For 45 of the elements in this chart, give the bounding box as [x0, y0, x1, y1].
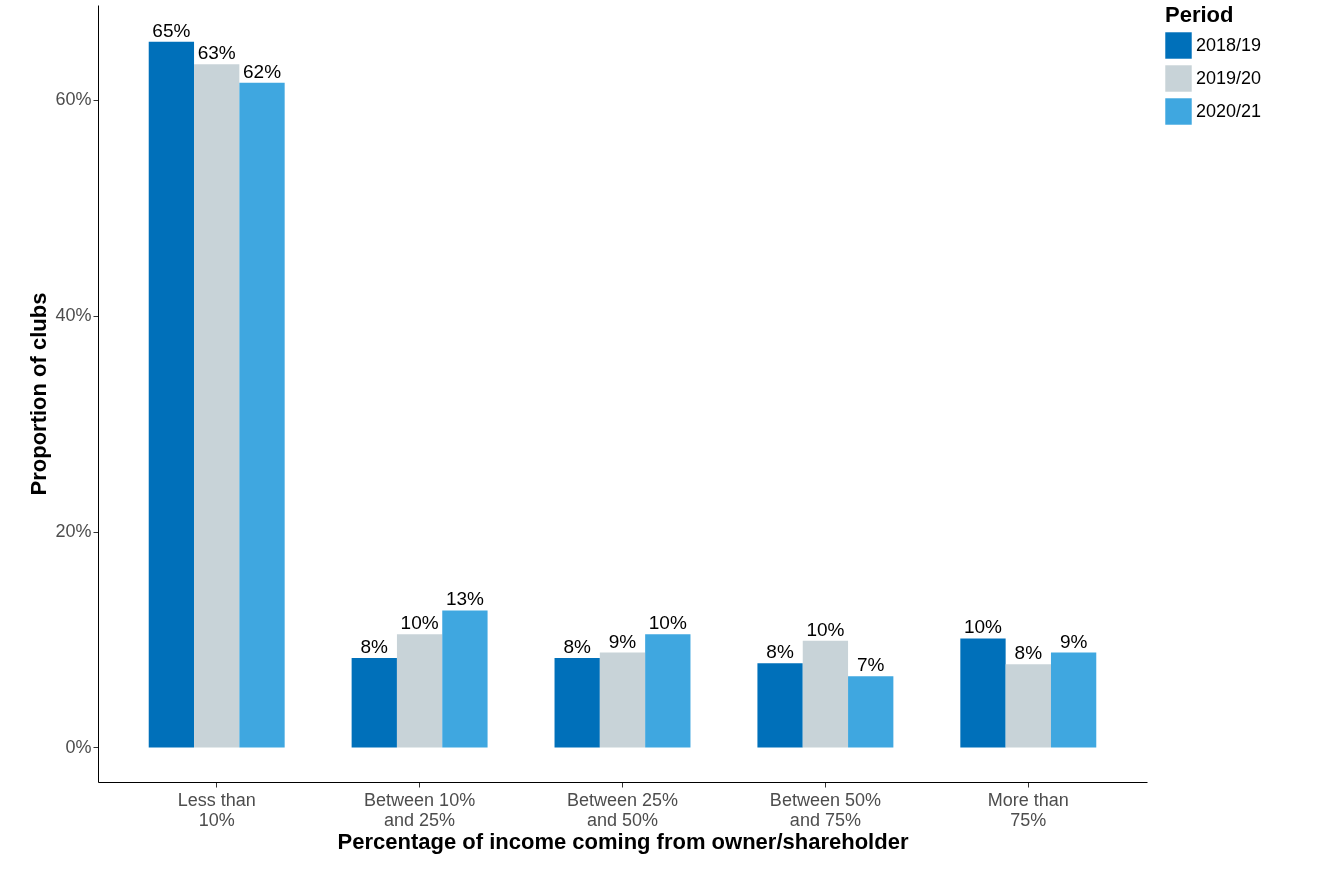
x-tick-label: Between 10% and 25% [364, 789, 476, 830]
bar [1005, 664, 1051, 748]
legend-label: 2020/21 [1196, 100, 1262, 121]
x-tick-label: Between 25% and 50% [566, 789, 679, 830]
bar [148, 41, 195, 748]
y-tick-label: 0% [65, 736, 92, 757]
legend-label: 2019/20 [1196, 67, 1262, 88]
data-label: 10% [648, 612, 687, 634]
bar [554, 657, 600, 748]
y-tick-label: 40% [55, 305, 92, 326]
data-label: 63% [197, 42, 236, 64]
x-tick-label: Between 50% and 75% [769, 789, 881, 830]
bar [802, 640, 849, 748]
x-axis-title: Percentage of income coming from owner/shareholder [337, 828, 909, 854]
data-label: 9% [1059, 630, 1088, 652]
data-label: 65% [152, 19, 191, 41]
data-label: 8% [1014, 642, 1043, 664]
data-label: 10% [963, 616, 1003, 638]
data-label: 13% [445, 588, 485, 610]
legend-title: Period [1165, 2, 1234, 27]
bar [599, 652, 646, 748]
bar [396, 634, 443, 748]
bar [645, 634, 691, 748]
bar [1050, 652, 1097, 748]
data-label: 8% [766, 641, 794, 663]
bar [351, 657, 397, 748]
data-label: 10% [400, 612, 439, 634]
data-label: 62% [243, 60, 282, 82]
x-tick-label: Less than 10% [177, 789, 256, 830]
bar [757, 663, 803, 748]
data-label: 8% [563, 635, 592, 657]
y-tick-label: 20% [55, 521, 92, 542]
bar [239, 82, 285, 748]
data-label: 8% [360, 635, 389, 657]
y-tick-label: 60% [55, 89, 92, 110]
data-label: 7% [856, 654, 885, 676]
bar [960, 638, 1006, 748]
bar [848, 676, 894, 748]
bar [442, 610, 488, 748]
data-label: 9% [608, 630, 637, 652]
bar [194, 64, 240, 748]
y-axis-title: Proportion of clubs [26, 292, 52, 496]
x-tick-label: More than 75% [987, 789, 1069, 830]
legend-label: 2018/19 [1196, 34, 1262, 55]
data-label: 10% [806, 618, 845, 640]
